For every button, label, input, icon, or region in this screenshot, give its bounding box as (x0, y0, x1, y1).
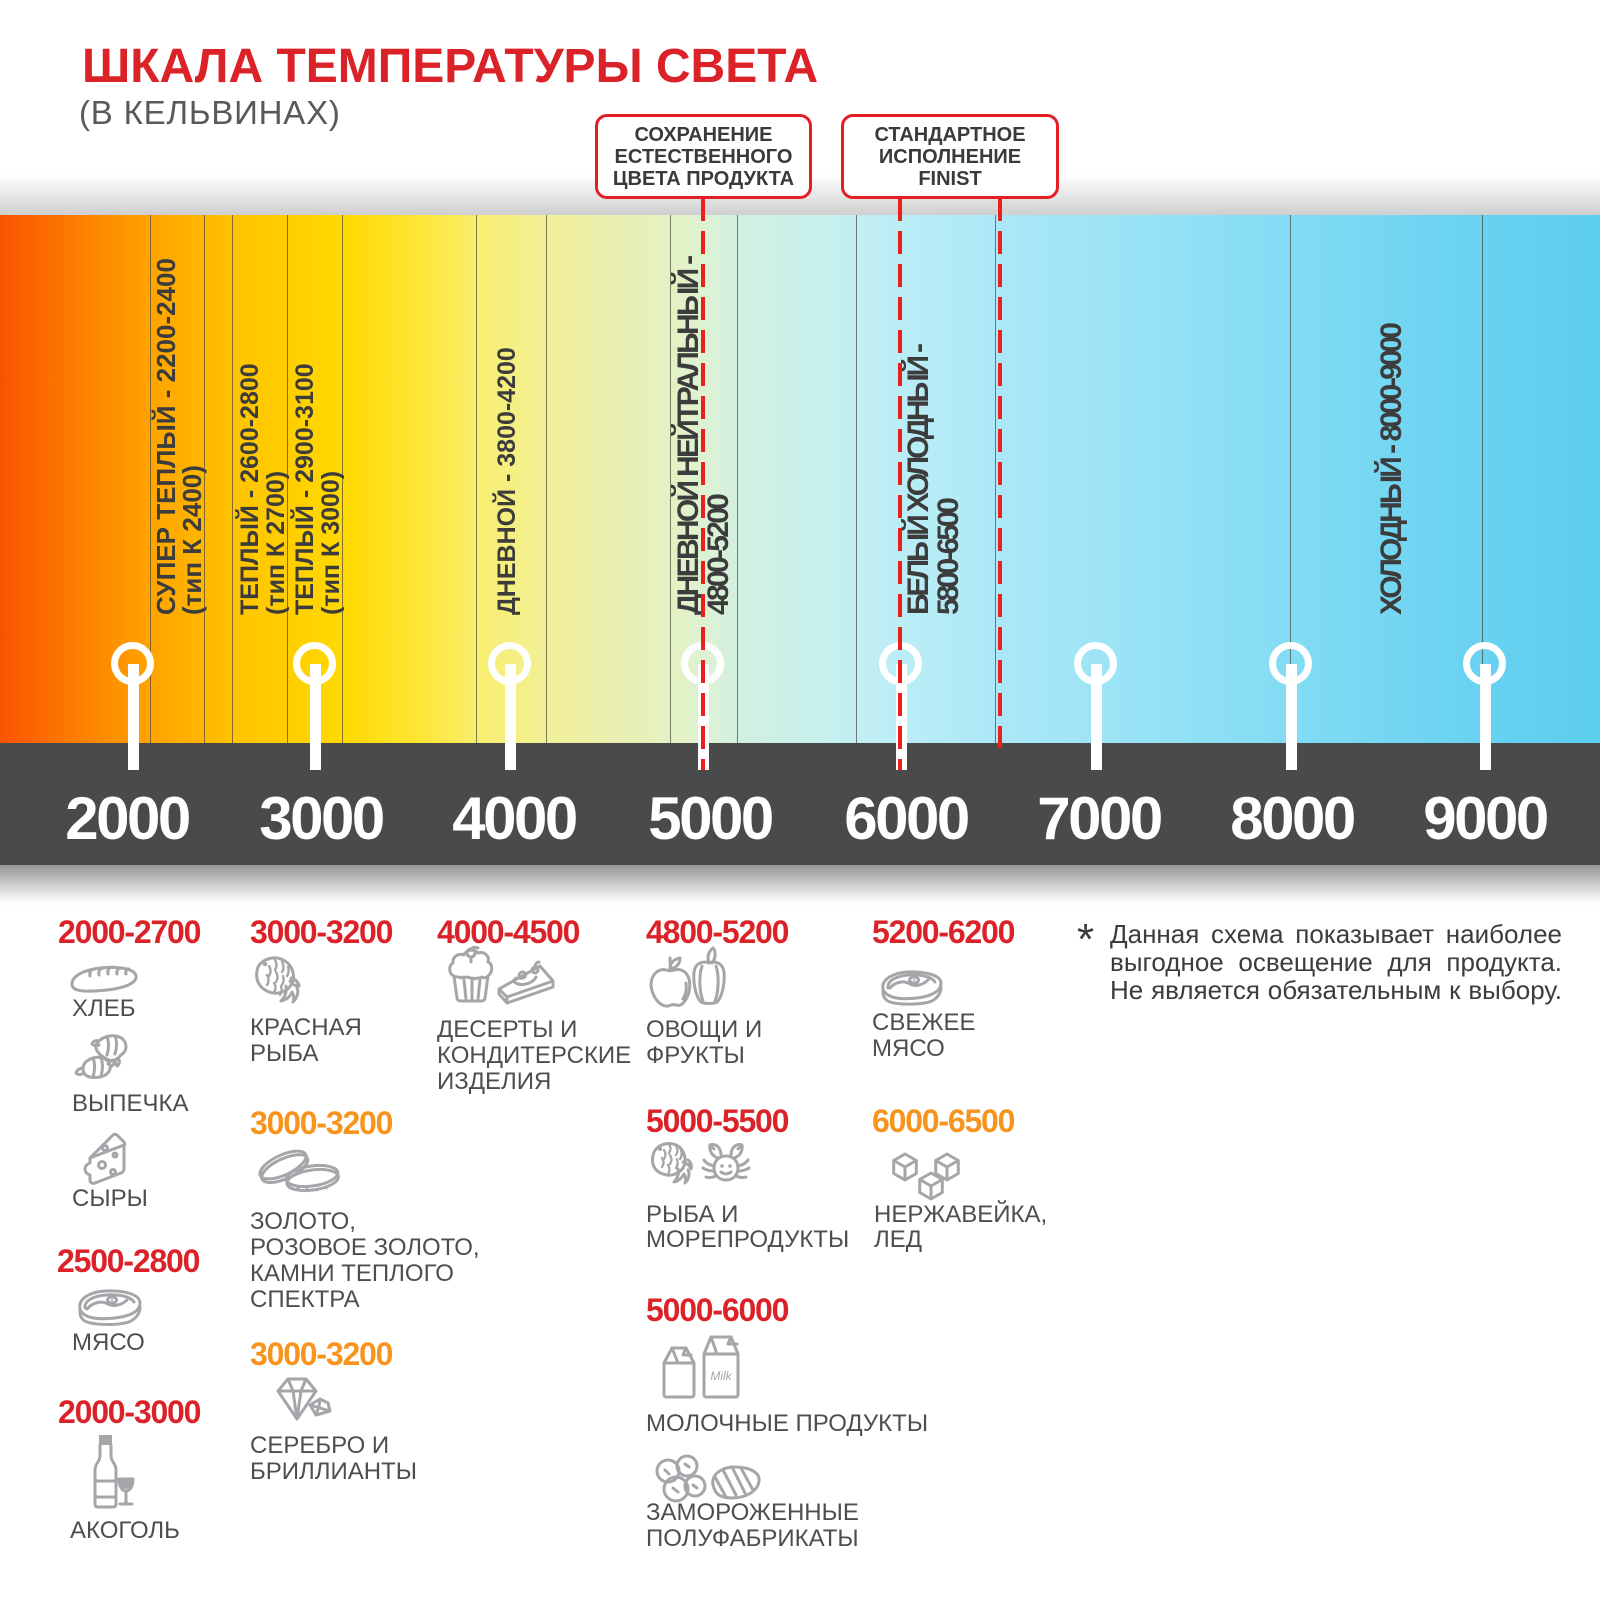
svg-text:Milk: Milk (710, 1369, 732, 1383)
